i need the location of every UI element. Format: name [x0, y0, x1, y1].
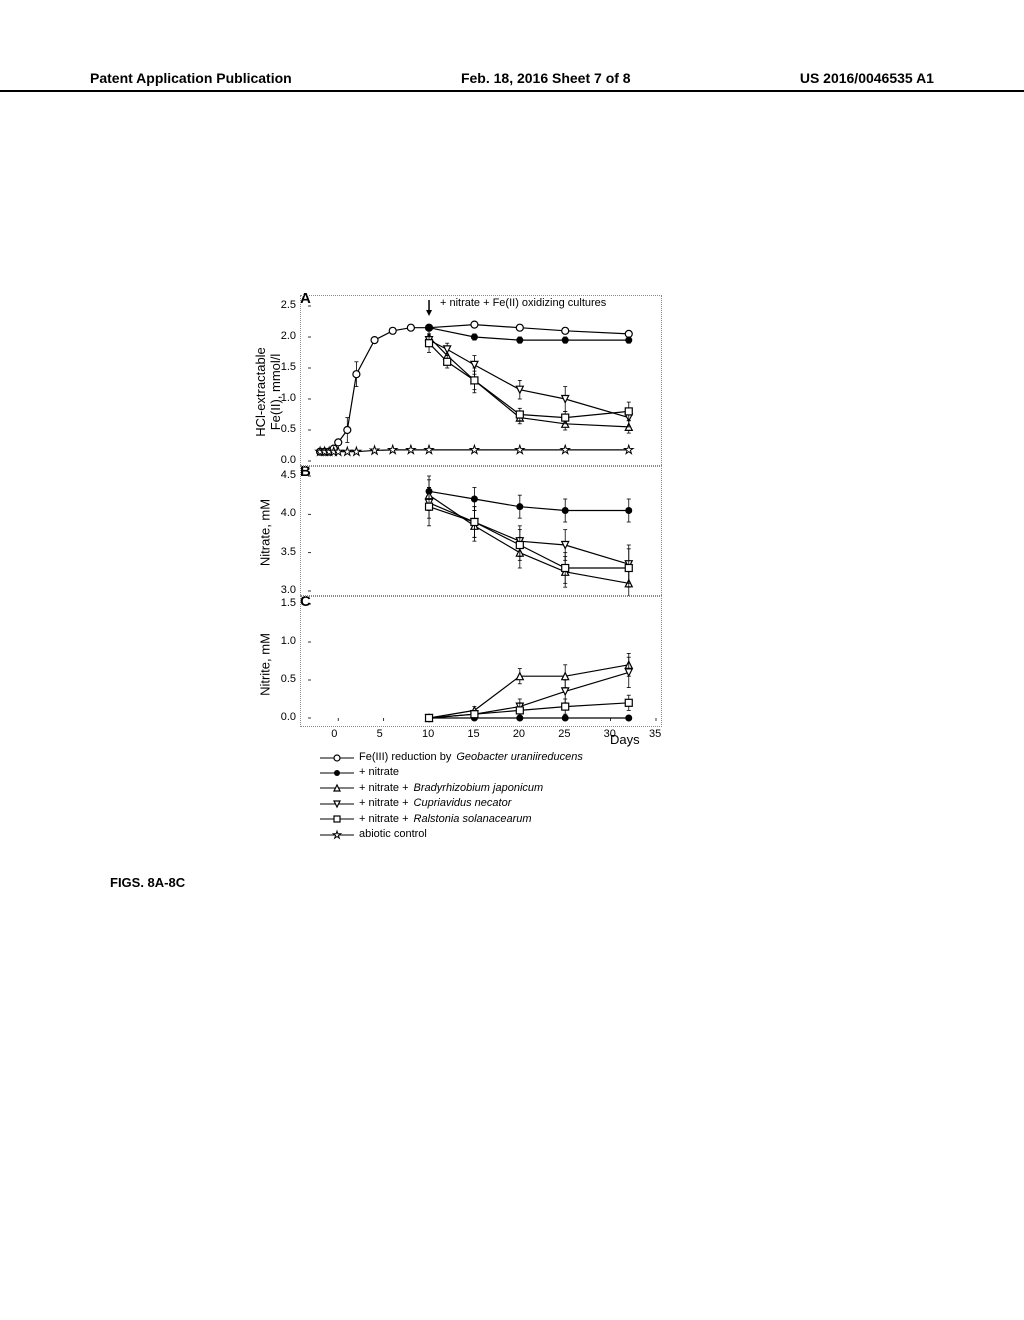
- legend-label: abiotic control: [359, 827, 427, 842]
- figure-caption: FIGS. 8A-8C: [110, 875, 185, 890]
- legend-row: abiotic control: [320, 827, 583, 842]
- legend-row: + nitrate: [320, 765, 583, 780]
- legend-label: + nitrate: [359, 765, 399, 780]
- panel-c-ylabel: Nitrite, mM: [258, 625, 273, 705]
- panel-b-svg: [300, 465, 662, 597]
- panel-c-svg: [300, 595, 662, 727]
- legend-label: + nitrate +: [359, 796, 409, 811]
- legend-label: + nitrate +: [359, 812, 409, 827]
- legend-row: Fe(III) reduction by Geobacter uraniired…: [320, 750, 583, 765]
- page-header: Patent Application Publication Feb. 18, …: [0, 70, 1024, 92]
- panel-b-ylabel: Nitrate, mM: [258, 493, 273, 573]
- panel-a-svg: [300, 295, 662, 467]
- legend-species: Geobacter uraniireducens: [456, 750, 583, 765]
- legend-row: + nitrate + Bradyrhizobium japonicum: [320, 781, 583, 796]
- legend-species: Bradyrhizobium japonicum: [414, 781, 544, 796]
- legend-species: Cupriavidus necator: [414, 796, 512, 811]
- header-center: Feb. 18, 2016 Sheet 7 of 8: [461, 70, 631, 86]
- panel-a-annotation: + nitrate + Fe(II) oxidizing cultures: [440, 297, 606, 309]
- legend-species: Ralstonia solanacearum: [414, 812, 532, 827]
- legend: Fe(III) reduction by Geobacter uraniired…: [320, 750, 583, 842]
- legend-label: + nitrate +: [359, 781, 409, 796]
- legend-row: + nitrate + Ralstonia solanacearum: [320, 812, 583, 827]
- xlabel: Days: [610, 732, 640, 747]
- header-right: US 2016/0046535 A1: [800, 70, 934, 86]
- figure: A B C HCl-extractableFe(II), mmol/l Nitr…: [230, 295, 670, 855]
- legend-label: Fe(III) reduction by: [359, 750, 451, 765]
- header-left: Patent Application Publication: [90, 70, 292, 86]
- legend-row: + nitrate + Cupriavidus necator: [320, 796, 583, 811]
